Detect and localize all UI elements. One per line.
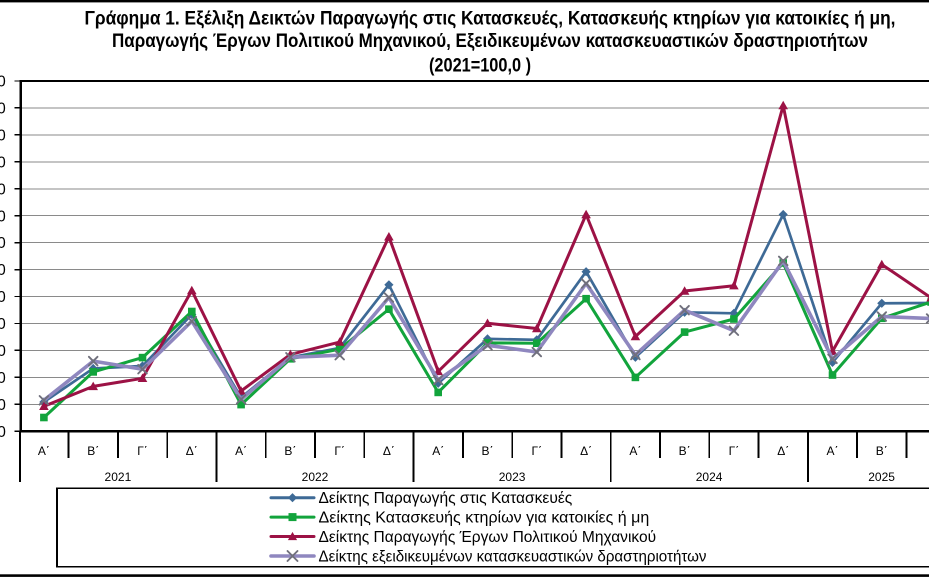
svg-text:Δείκτης εξειδικευμένων κατασκε: Δείκτης εξειδικευμένων κατασκευαστικών δ…: [319, 548, 707, 565]
svg-text:100,0: 100,0: [0, 370, 6, 387]
svg-text:110,0: 110,0: [0, 343, 6, 360]
svg-text:Γ΄: Γ΄: [729, 444, 740, 458]
svg-text:210,0: 210,0: [0, 74, 6, 91]
svg-text:170,0: 170,0: [0, 181, 6, 198]
svg-text:160,0: 160,0: [0, 208, 6, 225]
svg-text:2021: 2021: [105, 470, 132, 484]
svg-text:Δείκτης Κατασκευής κτηρίων για: Δείκτης Κατασκευής κτηρίων για κατοικίες…: [319, 510, 650, 527]
svg-text:Γ΄: Γ΄: [137, 444, 148, 458]
svg-text:90,0: 90,0: [0, 397, 6, 414]
svg-text:Δ΄: Δ΄: [186, 444, 198, 458]
svg-text:(2021=100,0 ): (2021=100,0 ): [429, 56, 531, 77]
svg-text:Δ΄: Δ΄: [580, 444, 592, 458]
svg-text:Δείκτης Παραγωγής στις Κατασκε: Δείκτης Παραγωγής στις Κατασκευές: [319, 490, 573, 507]
svg-text:Α΄: Α΄: [432, 444, 444, 458]
svg-text:Β΄: Β΄: [876, 444, 888, 458]
svg-text:150,0: 150,0: [0, 235, 6, 252]
svg-text:Β΄: Β΄: [87, 444, 99, 458]
svg-text:2024: 2024: [696, 470, 723, 484]
svg-text:Γράφημα 1. Εξέλιξη Δεικτών Πα: Γράφημα 1. Εξέλιξη Δεικτών Παραγωγής στι…: [85, 8, 896, 29]
svg-text:Δείκτης Παραγωγής Έργων Πολιτι: Δείκτης Παραγωγής Έργων Πολιτικού Μηχανι…: [319, 529, 657, 546]
svg-text:Παραγωγής Έργων Πολιτικού Μηχα: Παραγωγής Έργων Πολιτικού Μηχανικού, Εξε…: [112, 31, 868, 52]
svg-text:Α΄: Α΄: [38, 444, 50, 458]
svg-text:200,0: 200,0: [0, 101, 6, 118]
svg-text:190,0: 190,0: [0, 128, 6, 145]
svg-text:Α΄: Α΄: [235, 444, 247, 458]
svg-text:Α΄: Α΄: [827, 444, 839, 458]
svg-text:180,0: 180,0: [0, 154, 6, 171]
svg-text:Γ΄: Γ΄: [334, 444, 345, 458]
svg-text:2022: 2022: [302, 470, 329, 484]
svg-text:120,0: 120,0: [0, 316, 6, 333]
svg-text:Δ΄: Δ΄: [383, 444, 395, 458]
svg-text:Β΄: Β΄: [482, 444, 494, 458]
svg-text:140,0: 140,0: [0, 262, 6, 279]
svg-text:Δ΄: Δ΄: [777, 444, 789, 458]
svg-text:130,0: 130,0: [0, 289, 6, 306]
svg-text:2023: 2023: [499, 470, 526, 484]
svg-text:Α΄: Α΄: [629, 444, 641, 458]
svg-text:Β΄: Β΄: [284, 444, 296, 458]
svg-text:Γ΄: Γ΄: [531, 444, 542, 458]
svg-text:80,0: 80,0: [0, 424, 6, 441]
svg-text:Β΄: Β΄: [679, 444, 691, 458]
svg-text:2025: 2025: [868, 470, 895, 484]
